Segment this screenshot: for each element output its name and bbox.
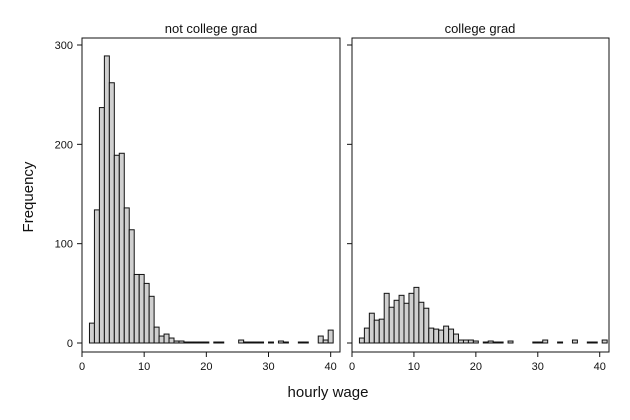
histogram-bar: [458, 339, 464, 344]
histogram-bar: [183, 341, 190, 344]
histogram-bar: [542, 339, 549, 344]
histogram-bar: [148, 295, 155, 344]
histogram-bar: [398, 294, 405, 344]
panel-frame-not-college-grad: [81, 37, 341, 353]
histogram-bar: [203, 341, 210, 344]
histogram-bar: [601, 339, 608, 344]
histogram-bar: [277, 340, 284, 344]
panel-frame-college-grad: [351, 37, 610, 353]
histogram-bar: [472, 340, 479, 344]
histogram-bar: [93, 209, 100, 344]
histogram-bar: [327, 329, 334, 344]
histogram-bar: [282, 341, 289, 344]
x-tick-label: 10: [408, 361, 420, 373]
x-tick-label: 10: [138, 361, 150, 373]
histogram-bar: [467, 339, 474, 344]
x-tick-label: 20: [470, 361, 482, 373]
histogram-bar: [88, 322, 95, 344]
histogram-bar: [238, 339, 245, 344]
histogram-bar: [322, 339, 329, 344]
histogram-bar: [557, 341, 564, 344]
histogram-bar: [138, 273, 145, 344]
histogram-bar: [168, 337, 175, 344]
histogram-bar: [198, 341, 205, 344]
histogram-bar: [373, 319, 380, 344]
histogram-bar: [358, 337, 365, 344]
chart-marks: 0 10 20 30 40 0 100 200 300 0 10 20 30 40: [55, 40, 608, 373]
histogram-bar: [368, 312, 375, 344]
x-tick-label: 0: [79, 361, 85, 373]
histogram-bar: [482, 341, 489, 344]
histogram-bar: [423, 307, 430, 344]
histogram-bar: [492, 341, 499, 344]
y-tick-label: 300: [55, 40, 73, 52]
histogram-bar: [188, 341, 195, 344]
histogram-bar: [532, 341, 539, 344]
x-tick-label: 40: [325, 361, 337, 373]
histogram-bar: [443, 325, 450, 344]
panel-title-college-grad: college grad: [445, 21, 516, 36]
x-tick-label: 40: [594, 361, 606, 373]
histogram-bar: [268, 341, 274, 344]
histogram-bar: [462, 339, 469, 344]
histogram-bar: [448, 328, 455, 344]
histogram-bar: [507, 340, 514, 344]
y-tick-label: 200: [55, 139, 73, 151]
histogram-bar: [178, 340, 185, 344]
histogram-bar: [193, 341, 200, 344]
y-tick-label: 0: [67, 338, 73, 350]
histogram-bar: [218, 341, 225, 344]
x-tick-label: 30: [262, 361, 274, 373]
histogram-bar: [537, 341, 544, 344]
histogram-bar: [403, 302, 410, 344]
histogram-bar: [438, 329, 445, 344]
histogram-bar: [297, 341, 304, 344]
histogram-bar: [253, 341, 260, 344]
histogram-bar: [378, 318, 385, 344]
histogram-bar: [591, 341, 598, 344]
histogram-bar: [571, 339, 578, 344]
histogram-bar: [113, 154, 120, 344]
histogram-bar: [128, 229, 135, 344]
histogram-bar: [248, 341, 255, 344]
histogram-bar: [103, 55, 110, 344]
x-tick-label: 30: [532, 361, 544, 373]
histogram-bar: [433, 328, 440, 344]
y-tick-label: 100: [55, 239, 73, 251]
histogram-bar: [133, 273, 140, 344]
histogram-bar: [388, 306, 395, 344]
histogram-bar: [258, 341, 265, 344]
histogram-bar: [158, 335, 165, 344]
histogram-bar: [487, 340, 494, 344]
histogram-bar: [418, 301, 425, 344]
histogram-bar: [453, 333, 460, 344]
histogram-bar: [173, 340, 180, 344]
histogram-bar: [428, 327, 435, 344]
x-tick-label: 20: [200, 361, 212, 373]
x-axis-title: hourly wage: [288, 384, 369, 401]
histogram-bar: [586, 341, 593, 344]
histogram-bar: [497, 341, 504, 344]
histogram-bar: [108, 82, 115, 344]
histogram-bar: [98, 107, 105, 344]
histogram-bar: [243, 341, 250, 344]
y-axis-title: Frequency: [20, 161, 37, 232]
panel-title-not-college-grad: not college grad: [165, 21, 258, 36]
histogram-bar: [153, 326, 160, 344]
histogram-bar: [413, 286, 420, 344]
histogram-bar: [143, 282, 150, 344]
histogram-bar: [393, 299, 400, 344]
histogram-bar: [383, 292, 390, 344]
histogram-bar: [118, 152, 125, 344]
histogram-bar: [123, 207, 130, 344]
histogram-bar: [302, 341, 309, 344]
x-tick-label: 0: [349, 361, 355, 373]
histogram-bar: [213, 341, 220, 344]
histogram-bar: [408, 292, 415, 344]
histogram-bar: [363, 327, 370, 344]
histogram-bar: [317, 335, 324, 344]
histogram-bar: [163, 333, 170, 344]
